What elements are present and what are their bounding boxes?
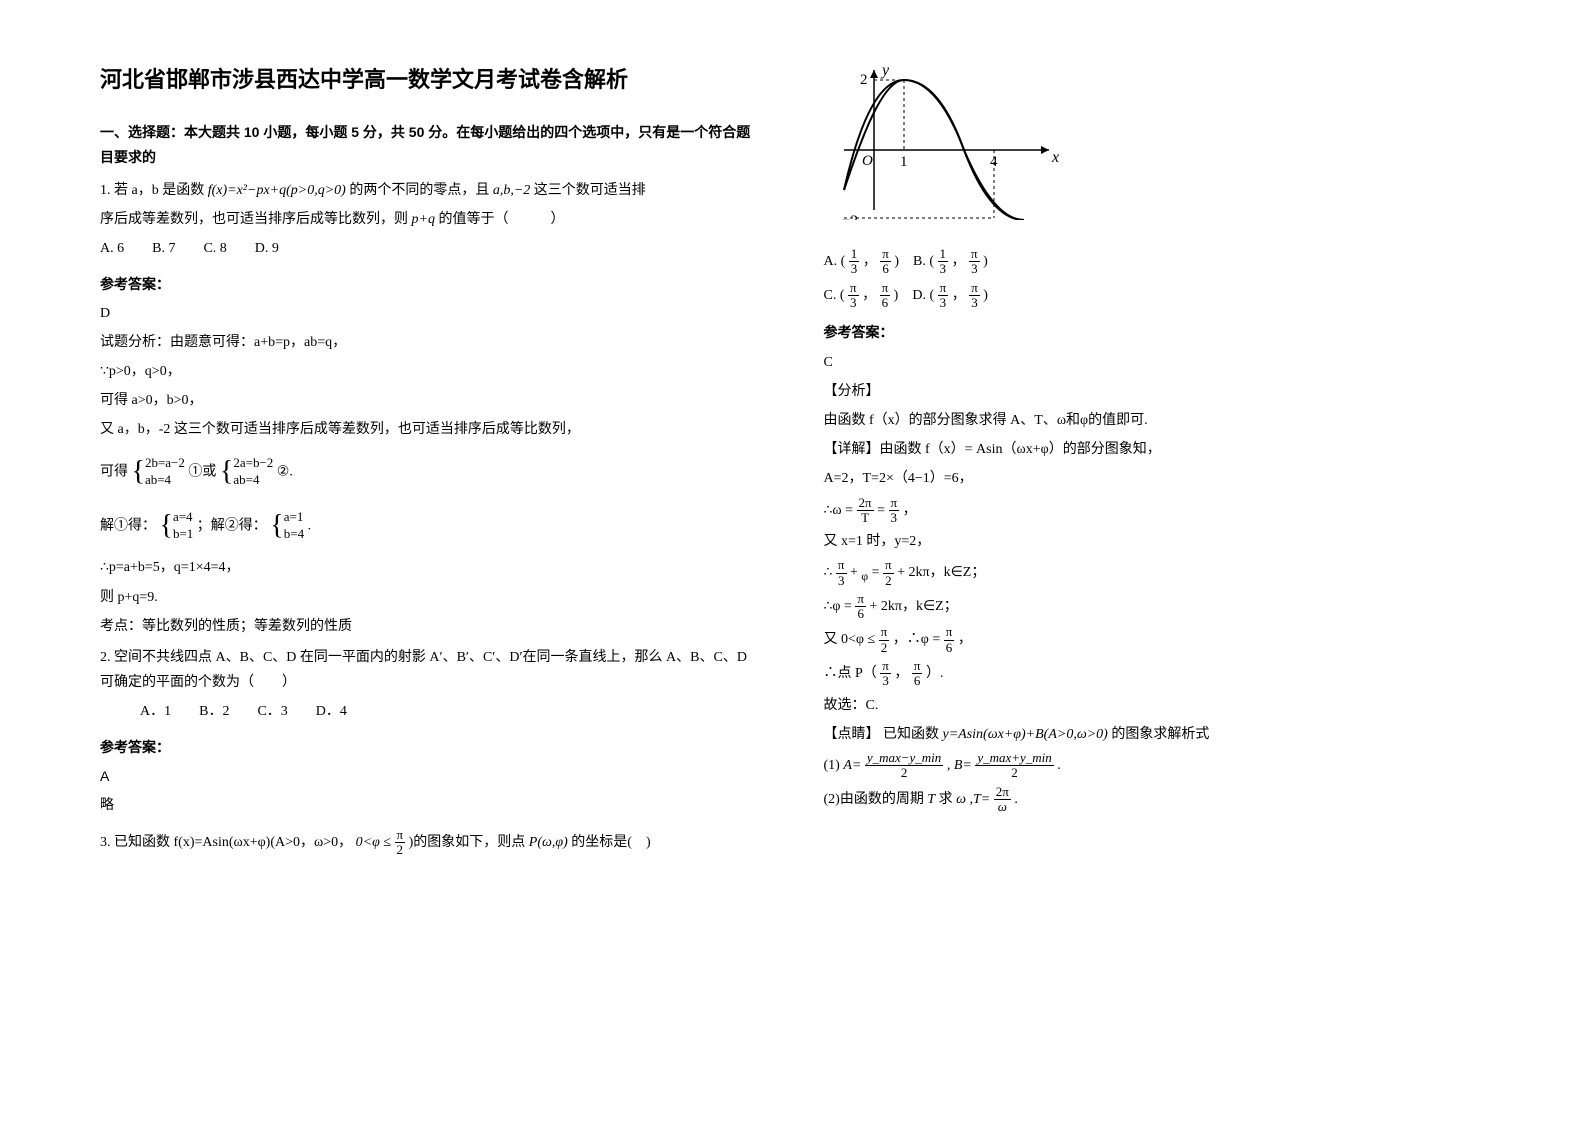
doc-title: 河北省邯郸市涉县西达中学高一数学文月考试卷含解析 — [100, 60, 764, 100]
q1-exp6: 解①得： {a=4b=1 ；解②得： {a=1b=4 . — [100, 501, 764, 551]
q1-exp9: 考点：等比数列的性质；等差数列的性质 — [100, 614, 764, 639]
q2-exp: 略 — [100, 793, 764, 818]
svg-text:4: 4 — [990, 154, 998, 170]
right-column: 2 −2 O 1 4 y x A. ( 13 ， π6 ) B. ( 13 ， … — [824, 60, 1488, 1062]
left-column: 河北省邯郸市涉县西达中学高一数学文月考试卷含解析 一、选择题：本大题共 10 小… — [100, 60, 764, 1062]
q3-stem: 3. 已知函数 f(x)=Asin(ωx+φ)(A>0，ω>0， 0<φ ≤ π… — [100, 828, 764, 858]
q1-exp2: ∵p>0，q>0， — [100, 359, 764, 384]
q1-stem: 1. 若 a，b 是函数 f(x)=x²−px+q(p>0,q>0) 的两个不同… — [100, 178, 764, 203]
analysis-label: 【分析】 — [824, 379, 1488, 404]
svg-text:O: O — [862, 153, 873, 169]
dianjing: 【点睛】 已知函数 y=Asin(ωx+φ)+B(A>0,ω>0) 的图象求解析… — [824, 722, 1488, 747]
detail-4: 又 x=1 时，y=2， — [824, 529, 1488, 554]
q1-exp1: 试题分析：由题意可得：a+b=p，ab=q， — [100, 330, 764, 355]
sine-graph: 2 −2 O 1 4 y x — [834, 60, 1064, 220]
svg-text:y: y — [880, 62, 890, 79]
analysis-text: 由函数 f（x）的部分图象求得 A、T、ω和φ的值即可. — [824, 408, 1488, 433]
q1-stem-2: 序后成等差数列，也可适当排序后成等比数列，则 p+q 的值等于（ ） — [100, 207, 764, 232]
q1-options: A. 6 B. 7 C. 8 D. 9 — [100, 236, 764, 261]
q2-answer: A — [100, 764, 764, 789]
svg-text:2: 2 — [860, 72, 868, 88]
ds-2: (1) A= y_max−y_min2 , B= y_max+y_min2 . — [824, 751, 1488, 781]
answer-label: 参考答案： — [100, 735, 764, 760]
q2-options: A．1 B．2 C．3 D．4 — [100, 699, 764, 724]
svg-text:x: x — [1051, 149, 1059, 166]
q1-exp7: ∴p=a+b=5，q=1×4=4， — [100, 555, 764, 580]
detail-2: A=2，T=2×（4−1）=6， — [824, 466, 1488, 491]
section-heading: 一、选择题：本大题共 10 小题，每小题 5 分，共 50 分。在每小题给出的四… — [100, 120, 764, 170]
answer-label: 参考答案： — [100, 272, 764, 297]
q1-exp8: 则 p+q=9. — [100, 585, 764, 610]
q3-answer: C — [824, 350, 1488, 375]
q3-options: A. ( 13 ， π6 ) B. ( 13 ， π3 ) C. ( π3 ， … — [824, 247, 1488, 310]
detail-5: ∴ π3 + φ = π2 + 2kπ，k∈Z； — [824, 558, 1488, 588]
detail-6: ∴φ = π6 + 2kπ，k∈Z； — [824, 592, 1488, 622]
detail-9: 故选：C. — [824, 693, 1488, 718]
ds-3: (2)由函数的周期 T 求 ω ,T= 2πω . — [824, 785, 1488, 815]
q1-exp4: 又 a，b，-2 这三个数可适当排序后成等差数列，也可适当排序后成等比数列， — [100, 417, 764, 442]
q2-stem: 2. 空间不共线四点 A、B、C、D 在同一平面内的射影 A′、B′、C′、D′… — [100, 645, 764, 695]
detail-3: ∴ω = 2πT = π3 ， — [824, 496, 1488, 526]
q1-exp5: 可得 {2b=a−2ab=4 ①或 {2a=b−2ab=4 ②. — [100, 447, 764, 497]
detail-8: ∴点 P（ π3 ， π6 ）. — [824, 659, 1488, 689]
answer-label: 参考答案： — [824, 320, 1488, 345]
q1-exp3: 可得 a>0，b>0， — [100, 388, 764, 413]
q1-answer: D — [100, 301, 764, 326]
svg-text:1: 1 — [900, 154, 908, 170]
detail: 【详解】由函数 f（x）= Asin（ωx+φ）的部分图象知， — [824, 437, 1488, 462]
svg-text:−2: −2 — [842, 213, 858, 220]
detail-7: 又 0<φ ≤ π2 ，∴φ = π6 ， — [824, 625, 1488, 655]
